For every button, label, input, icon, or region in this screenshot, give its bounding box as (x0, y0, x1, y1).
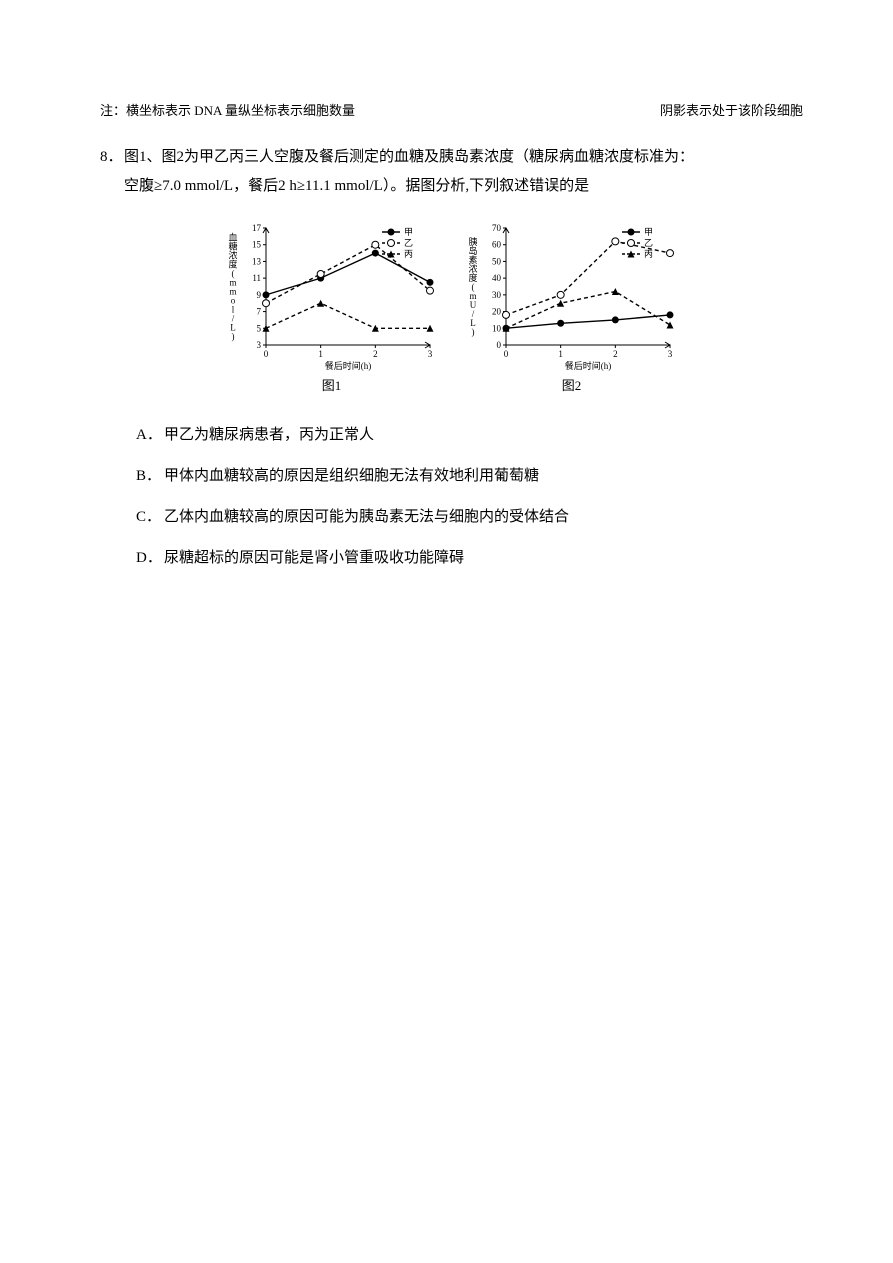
option-b-letter: B． (136, 463, 164, 490)
svg-text:3: 3 (427, 349, 432, 359)
svg-text:7: 7 (256, 307, 261, 317)
svg-text:60: 60 (492, 240, 502, 250)
question-stem: 8．图1、图2为甲乙丙三人空腹及餐后测定的血糖及胰岛素浓度（糖尿病血糖浓度标准为… (100, 143, 803, 200)
svg-text:20: 20 (492, 307, 502, 317)
svg-text:3: 3 (256, 340, 261, 350)
stem-line-2: 空腹≥7.0 mmol/L，餐后2 h≥11.1 mmol/L）。据图分析,下列… (100, 172, 803, 201)
option-d-text: 尿糖超标的原因可能是肾小管重吸收功能障碍 (164, 550, 464, 566)
svg-text:11: 11 (252, 273, 261, 283)
note-right: 阴影表示处于该阶段细胞 (660, 100, 803, 119)
chart-1-box: 3579111315170123血糖浓度(mmol/L)餐后时间(h)甲乙丙 图… (222, 218, 442, 394)
chart-2-caption: 图2 (562, 375, 582, 394)
svg-text:丙: 丙 (404, 249, 413, 259)
svg-text:10: 10 (492, 323, 502, 333)
svg-text:甲: 甲 (644, 227, 653, 237)
svg-text:2: 2 (373, 349, 378, 359)
svg-text:1: 1 (318, 349, 323, 359)
question-number: 8． (100, 143, 124, 172)
svg-text:70: 70 (492, 223, 502, 233)
chart-1: 3579111315170123血糖浓度(mmol/L)餐后时间(h)甲乙丙 (222, 218, 442, 373)
option-a-text: 甲乙为糖尿病患者，丙为正常人 (164, 427, 374, 443)
svg-text:餐后时间(h): 餐后时间(h) (564, 360, 611, 371)
svg-text:丙: 丙 (644, 249, 653, 259)
svg-text:0: 0 (263, 349, 268, 359)
option-b: B．甲体内血糖较高的原因是组织细胞无法有效地利用葡萄糖 (136, 463, 803, 490)
chart-1-caption: 图1 (322, 375, 342, 394)
svg-text:0: 0 (503, 349, 508, 359)
svg-text:40: 40 (492, 273, 502, 283)
svg-text:2: 2 (613, 349, 618, 359)
svg-text:13: 13 (252, 256, 262, 266)
svg-text:30: 30 (492, 290, 502, 300)
svg-text:甲: 甲 (404, 227, 413, 237)
option-b-text: 甲体内血糖较高的原因是组织细胞无法有效地利用葡萄糖 (164, 468, 539, 484)
charts-row: 3579111315170123血糖浓度(mmol/L)餐后时间(h)甲乙丙 图… (100, 218, 803, 394)
option-a-letter: A． (136, 422, 164, 449)
svg-text:9: 9 (256, 290, 261, 300)
option-c-text: 乙体内血糖较高的原因可能为胰岛素无法与细胞内的受体结合 (164, 509, 569, 525)
svg-text:0: 0 (496, 340, 501, 350)
note-left: 注：横坐标表示 DNA 量纵坐标表示细胞数量 (100, 100, 355, 119)
chart-2: 0102030405060700123胰岛素浓度(mU/L)餐后时间(h)甲乙丙 (462, 218, 682, 373)
option-c: C．乙体内血糖较高的原因可能为胰岛素无法与细胞内的受体结合 (136, 504, 803, 531)
option-c-letter: C． (136, 504, 164, 531)
top-notes: 注：横坐标表示 DNA 量纵坐标表示细胞数量 阴影表示处于该阶段细胞 (100, 100, 803, 119)
svg-text:餐后时间(h): 餐后时间(h) (324, 360, 371, 371)
svg-text:5: 5 (256, 323, 261, 333)
svg-text:): ) (471, 327, 474, 337)
stem-line-1: 图1、图2为甲乙丙三人空腹及餐后测定的血糖及胰岛素浓度（糖尿病血糖浓度标准为： (124, 149, 694, 165)
option-d: D．尿糖超标的原因可能是肾小管重吸收功能障碍 (136, 545, 803, 572)
chart-2-box: 0102030405060700123胰岛素浓度(mU/L)餐后时间(h)甲乙丙… (462, 218, 682, 394)
svg-text:1: 1 (558, 349, 563, 359)
svg-text:3: 3 (667, 349, 672, 359)
svg-text:15: 15 (252, 240, 262, 250)
options: A．甲乙为糖尿病患者，丙为正常人 B．甲体内血糖较高的原因是组织细胞无法有效地利… (100, 422, 803, 572)
svg-text:乙: 乙 (404, 238, 413, 248)
option-d-letter: D． (136, 545, 164, 572)
svg-text:50: 50 (492, 256, 502, 266)
option-a: A．甲乙为糖尿病患者，丙为正常人 (136, 422, 803, 449)
svg-text:17: 17 (252, 223, 262, 233)
svg-text:): ) (231, 332, 234, 342)
svg-text:乙: 乙 (644, 238, 653, 248)
